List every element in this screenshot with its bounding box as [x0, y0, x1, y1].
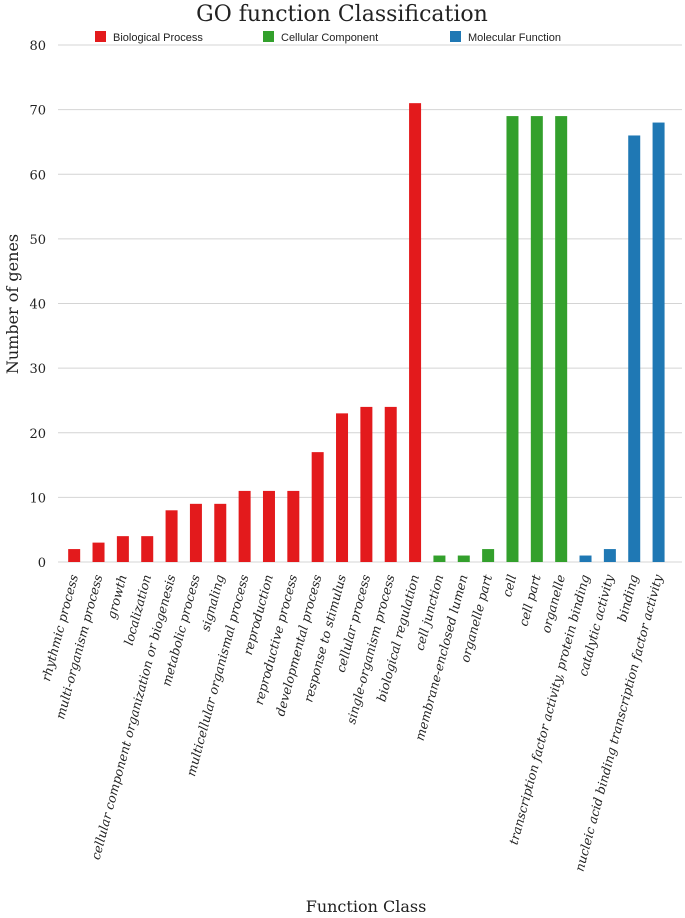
x-tick-label: growth	[104, 573, 130, 621]
bar-13	[384, 406, 397, 562]
bar-1	[92, 542, 105, 562]
bar-20	[555, 116, 568, 563]
y-tick-label: 10	[29, 491, 46, 506]
y-tick-label: 60	[29, 168, 46, 183]
x-tick-label: binding	[614, 573, 641, 623]
y-axis-ticks: 0 10 20 30 40 50 60 70 80	[29, 39, 46, 571]
bar-9	[287, 490, 300, 562]
legend: Biological Process Cellular Component Mole…	[95, 31, 561, 44]
bar-18	[506, 116, 519, 563]
bar-7	[238, 490, 251, 562]
bar-12	[360, 406, 373, 562]
bar-14	[409, 103, 422, 562]
bar-3	[141, 536, 154, 562]
chart-title: GO function Classification	[196, 2, 488, 27]
y-tick-label: 40	[29, 298, 46, 313]
y-axis-label: Number of genes	[3, 234, 22, 374]
y-tick-label: 30	[29, 362, 46, 377]
bar-21	[579, 555, 592, 562]
bar-22	[603, 549, 616, 562]
y-tick-label: 70	[29, 104, 46, 119]
bars	[68, 103, 665, 563]
y-tick-label: 80	[29, 39, 46, 54]
x-tick-label: cell part	[516, 572, 544, 628]
grid-lines	[58, 44, 682, 563]
bar-6	[214, 503, 227, 562]
legend-swatch-1	[263, 31, 274, 42]
bar-5	[189, 503, 202, 562]
y-tick-label: 0	[38, 556, 46, 571]
bar-4	[165, 510, 178, 562]
legend-swatch-0	[95, 31, 106, 42]
bar-16	[457, 555, 470, 562]
bar-15	[433, 555, 446, 562]
bar-24	[652, 122, 665, 563]
y-tick-label: 50	[29, 233, 46, 248]
x-tick-label: cell	[499, 573, 519, 599]
bar-11	[336, 413, 349, 562]
legend-label-0: Biological Process	[113, 32, 203, 44]
bar-23	[628, 135, 641, 562]
legend-label-2: Molecular Function	[468, 32, 561, 44]
bar-19	[530, 116, 543, 563]
bar-8	[262, 490, 275, 562]
bar-10	[311, 452, 324, 562]
bar-0	[68, 549, 81, 562]
bar-17	[482, 549, 495, 562]
y-tick-label: 20	[29, 427, 46, 442]
legend-swatch-2	[450, 31, 461, 42]
legend-label-1: Cellular Component	[281, 32, 378, 44]
bar-2	[116, 536, 129, 562]
x-axis-label: Function Class	[306, 897, 427, 916]
